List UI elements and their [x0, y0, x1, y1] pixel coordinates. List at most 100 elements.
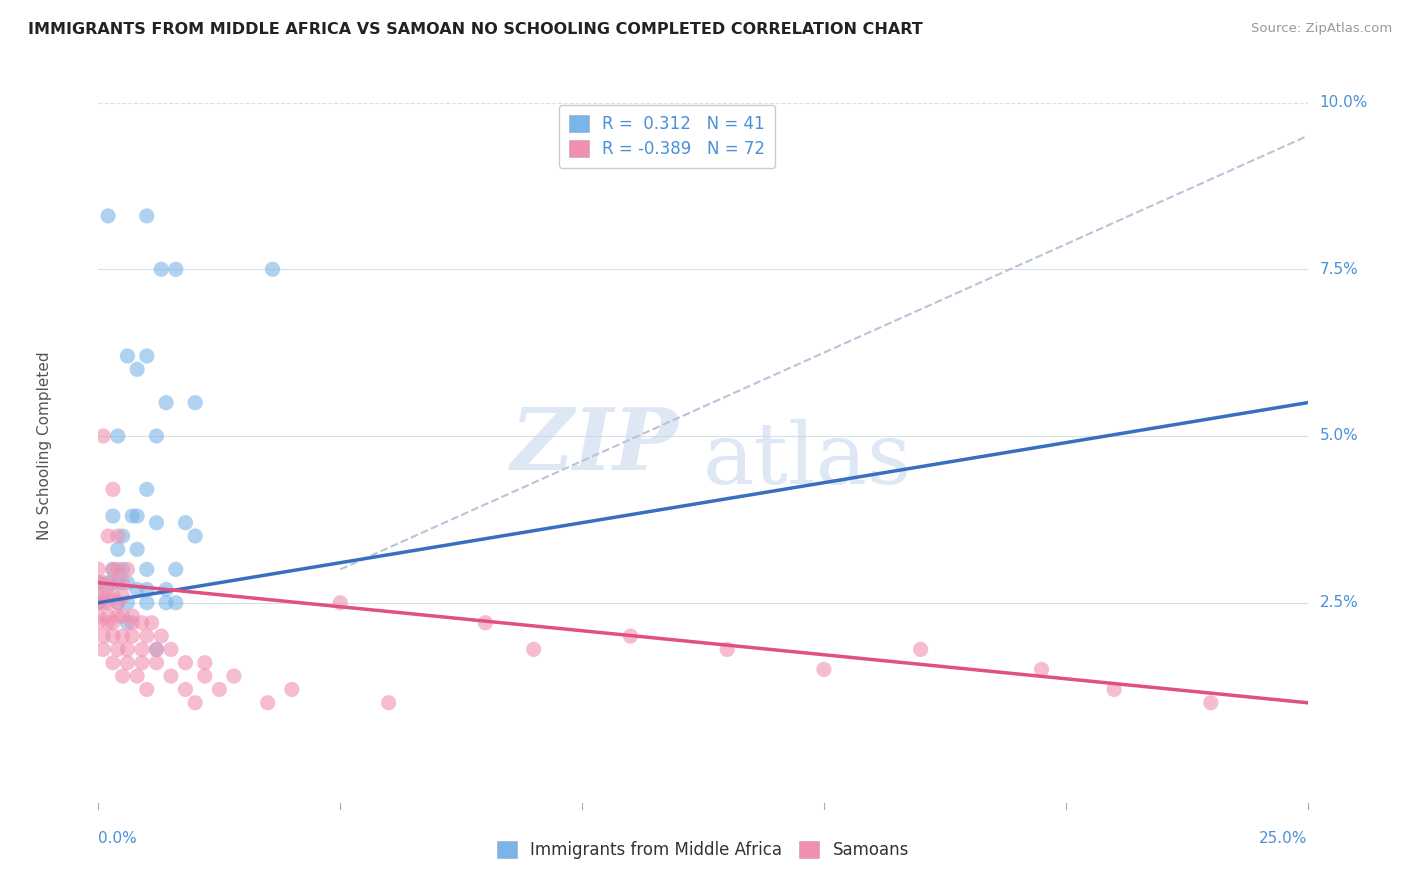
Point — [131, 642, 153, 657]
Point — [87, 575, 110, 590]
Point — [145, 642, 167, 657]
Text: 5.0%: 5.0% — [1320, 428, 1358, 443]
Point — [135, 209, 157, 223]
Text: atlas: atlas — [703, 418, 912, 502]
Point — [184, 696, 207, 710]
Point — [135, 562, 157, 576]
Point — [1199, 696, 1222, 710]
Point — [145, 642, 167, 657]
Point — [131, 656, 153, 670]
Point — [117, 596, 139, 610]
Text: No Schooling Completed: No Schooling Completed — [37, 351, 52, 541]
Text: IMMIGRANTS FROM MIDDLE AFRICA VS SAMOAN NO SCHOOLING COMPLETED CORRELATION CHART: IMMIGRANTS FROM MIDDLE AFRICA VS SAMOAN … — [28, 22, 922, 37]
Point — [208, 682, 231, 697]
Point — [87, 609, 110, 624]
Point — [121, 609, 143, 624]
Point — [107, 596, 129, 610]
Point — [97, 589, 120, 603]
Point — [174, 656, 197, 670]
Point — [101, 483, 124, 497]
Point — [1031, 662, 1053, 676]
Point — [141, 615, 163, 630]
Point — [91, 642, 114, 657]
Point — [87, 596, 110, 610]
Point — [107, 596, 129, 610]
Point — [174, 516, 197, 530]
Point — [121, 615, 143, 630]
Point — [101, 589, 124, 603]
Point — [160, 669, 183, 683]
Point — [111, 629, 134, 643]
Point — [256, 696, 278, 710]
Point — [107, 609, 129, 624]
Point — [135, 582, 157, 597]
Point — [87, 596, 110, 610]
Point — [111, 669, 134, 683]
Point — [107, 529, 129, 543]
Point — [101, 629, 124, 643]
Point — [97, 575, 120, 590]
Point — [174, 682, 197, 697]
Point — [87, 575, 110, 590]
Point — [155, 395, 177, 409]
Point — [101, 615, 124, 630]
Point — [329, 596, 352, 610]
Point — [117, 656, 139, 670]
Point — [87, 589, 110, 603]
Point — [127, 509, 149, 524]
Point — [131, 615, 153, 630]
Point — [97, 609, 120, 624]
Point — [184, 529, 207, 543]
Point — [91, 429, 114, 443]
Point — [121, 629, 143, 643]
Point — [474, 615, 496, 630]
Point — [165, 562, 187, 576]
Point — [107, 562, 129, 576]
Point — [127, 542, 149, 557]
Point — [135, 629, 157, 643]
Point — [117, 562, 139, 576]
Point — [184, 395, 207, 409]
Point — [91, 596, 114, 610]
Point — [107, 429, 129, 443]
Point — [619, 629, 641, 643]
Point — [101, 656, 124, 670]
Point — [910, 642, 932, 657]
Point — [91, 629, 114, 643]
Point — [377, 696, 399, 710]
Text: 2.5%: 2.5% — [1320, 595, 1358, 610]
Point — [135, 596, 157, 610]
Point — [127, 362, 149, 376]
Point — [281, 682, 304, 697]
Point — [97, 615, 120, 630]
Point — [107, 542, 129, 557]
Point — [111, 589, 134, 603]
Point — [107, 642, 129, 657]
Point — [87, 562, 110, 576]
Point — [97, 529, 120, 543]
Point — [135, 483, 157, 497]
Point — [150, 262, 173, 277]
Point — [87, 615, 110, 630]
Point — [155, 582, 177, 597]
Text: 7.5%: 7.5% — [1320, 261, 1358, 277]
Point — [813, 662, 835, 676]
Point — [117, 615, 139, 630]
Point — [155, 596, 177, 610]
Text: ZIP: ZIP — [510, 404, 679, 488]
Point — [145, 656, 167, 670]
Point — [194, 656, 217, 670]
Point — [91, 589, 114, 603]
Point — [107, 575, 129, 590]
Point — [101, 509, 124, 524]
Point — [117, 642, 139, 657]
Point — [117, 575, 139, 590]
Point — [111, 575, 134, 590]
Point — [101, 562, 124, 576]
Point — [135, 682, 157, 697]
Text: Source: ZipAtlas.com: Source: ZipAtlas.com — [1251, 22, 1392, 36]
Point — [262, 262, 284, 277]
Point — [111, 609, 134, 624]
Point — [222, 669, 245, 683]
Text: 25.0%: 25.0% — [1260, 831, 1308, 847]
